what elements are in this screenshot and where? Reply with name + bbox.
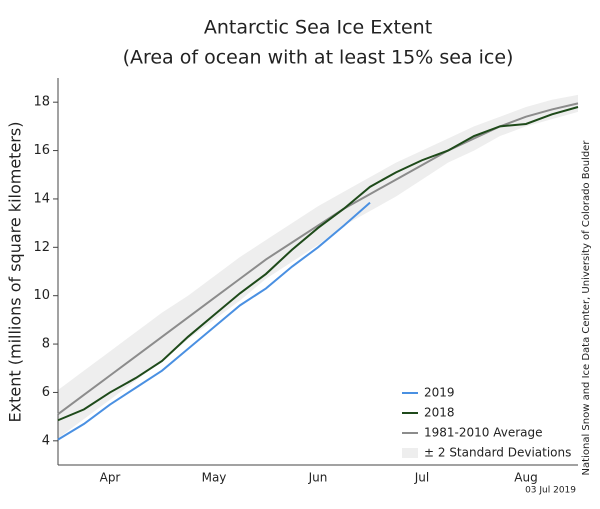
x-tick-label: Apr xyxy=(100,471,121,485)
y-tick-label: 10 xyxy=(33,288,50,303)
y-axis-label: Extent (millions of square kilometers) xyxy=(6,122,25,423)
x-tick-label: May xyxy=(202,471,227,485)
chart-title: Antarctic Sea Ice Extent xyxy=(204,17,432,39)
chart-subtitle: (Area of ocean with at least 15% sea ice… xyxy=(123,47,514,69)
series-line xyxy=(57,106,579,422)
source-note: National Snow and Ice Data Center, Unive… xyxy=(581,140,592,476)
legend-label: ± 2 Standard Deviations xyxy=(424,446,571,460)
legend-label: 2018 xyxy=(424,406,455,420)
x-tick-label: Jul xyxy=(414,471,429,485)
y-tick-label: 14 xyxy=(33,191,50,206)
x-tick-label: Jun xyxy=(308,471,328,485)
y-tick-label: 8 xyxy=(42,337,50,352)
y-tick-label: 6 xyxy=(42,385,50,400)
legend-label: 2019 xyxy=(424,386,455,400)
y-tick-label: 18 xyxy=(33,95,50,110)
date-note: 03 Jul 2019 xyxy=(525,486,576,496)
y-tick-label: 12 xyxy=(33,240,50,255)
legend-label: 1981-2010 Average xyxy=(424,426,543,440)
x-tick-label: Aug xyxy=(514,471,537,485)
legend-swatch xyxy=(402,448,418,458)
y-tick-label: 16 xyxy=(33,143,50,158)
series-line xyxy=(57,201,371,441)
y-tick-label: 4 xyxy=(42,433,50,448)
